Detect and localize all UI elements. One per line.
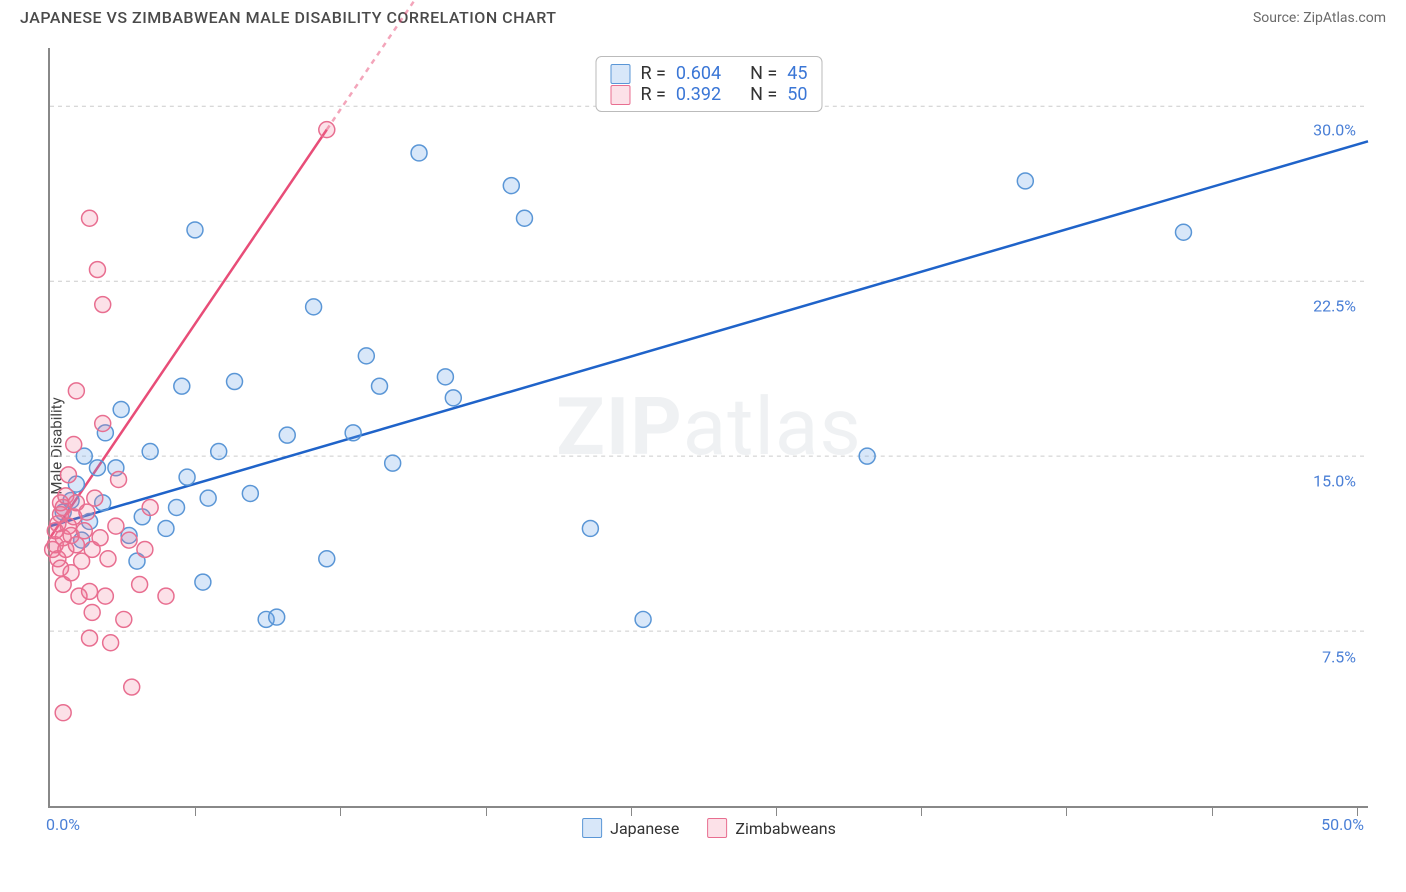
stat-r-value: 0.392 [676, 84, 721, 105]
chart-area: ZIPatlas R = 0.604 N = 45R = 0.392 N = 5… [48, 48, 1368, 808]
y-tick-label: 15.0% [1313, 472, 1356, 491]
stat-r-label: R = [640, 63, 665, 84]
series-legend: Japanese Zimbabweans [582, 818, 836, 838]
x-tick [1066, 806, 1067, 816]
y-tick-label: 30.0% [1313, 121, 1356, 140]
series-legend-item: Zimbabweans [707, 818, 835, 838]
x-tick [486, 806, 487, 816]
stat-r-label: R = [640, 84, 665, 105]
legend-swatch [582, 818, 602, 838]
header: JAPANESE VS ZIMBABWEAN MALE DISABILITY C… [0, 0, 1406, 31]
legend-swatch [610, 64, 630, 84]
legend-swatch [707, 818, 727, 838]
x-tick [340, 806, 341, 816]
x-axis-origin-label: 0.0% [46, 815, 80, 834]
series-legend-label: Japanese [610, 819, 679, 838]
stats-legend: R = 0.604 N = 45R = 0.392 N = 50 [595, 56, 822, 112]
stat-n-label: N = [750, 84, 777, 105]
legend-swatch [610, 85, 630, 105]
stat-r-value: 0.604 [676, 63, 721, 84]
x-tick [1212, 806, 1213, 816]
series-legend-label: Zimbabweans [735, 819, 835, 838]
stat-n-label: N = [750, 63, 777, 84]
y-tick-label: 22.5% [1313, 296, 1356, 315]
x-tick [921, 806, 922, 816]
chart-title: JAPANESE VS ZIMBABWEAN MALE DISABILITY C… [20, 8, 557, 27]
series-legend-item: Japanese [582, 818, 679, 838]
plot-svg [50, 48, 1368, 806]
y-tick-label: 7.5% [1322, 647, 1356, 666]
x-tick [631, 806, 632, 816]
stats-legend-row: R = 0.604 N = 45 [610, 63, 807, 84]
stats-legend-row: R = 0.392 N = 50 [610, 84, 807, 105]
stat-n-value: 50 [787, 84, 807, 105]
x-tick [195, 806, 196, 816]
source-label: Source: ZipAtlas.com [1253, 10, 1386, 26]
stat-n-value: 45 [787, 63, 807, 84]
x-axis-end-label: 50.0% [1321, 815, 1364, 834]
x-tick [776, 806, 777, 816]
